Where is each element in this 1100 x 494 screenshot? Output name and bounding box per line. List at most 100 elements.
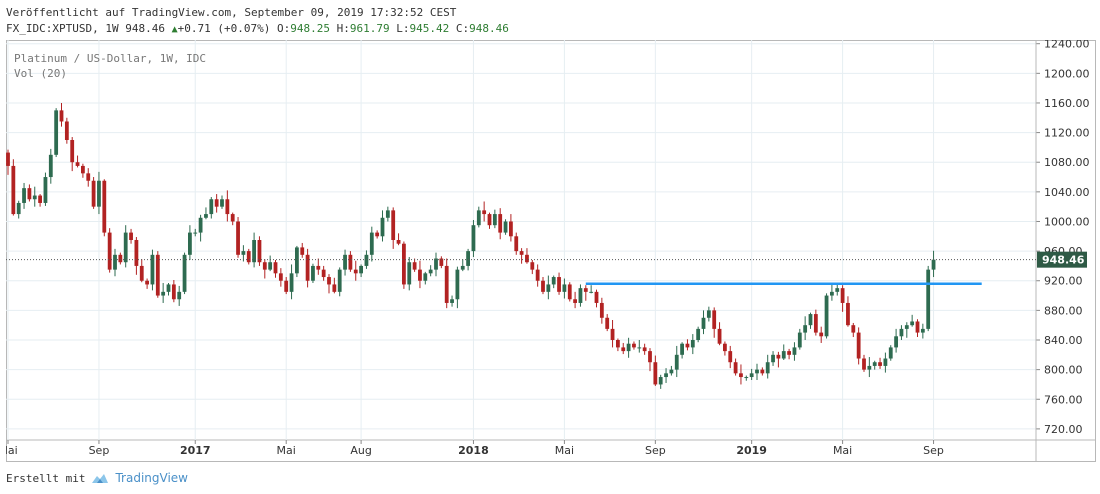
candle-body [872, 362, 877, 366]
candle-body [674, 354, 679, 370]
candle-body [744, 377, 749, 379]
candle-body [685, 343, 690, 348]
x-tick-label: Mai [833, 444, 852, 457]
candle-body [514, 236, 519, 252]
candle-body [327, 277, 331, 285]
candle-body [81, 165, 85, 174]
candle-body [364, 254, 369, 266]
candle-body [407, 262, 412, 285]
candle-body [113, 254, 117, 270]
candle-body [915, 321, 920, 333]
candle-body [252, 240, 256, 263]
candle-body [284, 280, 289, 292]
y-tick-label: 800.00 [1044, 364, 1083, 377]
footer-brand[interactable]: TradingView [115, 471, 188, 485]
candle-body [380, 217, 385, 237]
x-tick-label: 2018 [458, 444, 489, 457]
volume-legend: Vol (20) [14, 67, 67, 80]
candle-body [311, 265, 315, 281]
candle-body [492, 214, 497, 226]
candle-body [91, 180, 96, 207]
candle-body [230, 214, 235, 222]
candle-body [150, 254, 155, 285]
candle-body [375, 232, 380, 237]
candle-body [669, 369, 674, 374]
candle-body [878, 362, 882, 366]
candle-body [70, 140, 75, 163]
candle-body [894, 336, 898, 348]
candle-body [161, 291, 166, 296]
candle-body [621, 347, 626, 352]
candle-body [749, 373, 754, 378]
candle-body [450, 299, 454, 303]
candle-body [316, 265, 321, 270]
change-text: +0.71 (+0.07%) [177, 22, 271, 35]
candle-body [899, 328, 904, 337]
candle-body [840, 288, 845, 303]
candle-body [567, 284, 572, 300]
candle-body [862, 358, 866, 370]
candle-body [171, 284, 176, 300]
y-tick-label: 1120.00 [1044, 127, 1090, 140]
candle-body [808, 314, 813, 326]
x-tick-label: 2019 [736, 444, 767, 457]
candle-body [535, 269, 540, 281]
candle-body [455, 269, 460, 300]
open-value: 948.25 [290, 22, 330, 35]
candle-body [402, 243, 406, 285]
candle-body [867, 365, 872, 370]
candle-body [182, 254, 187, 292]
candle-body [830, 291, 834, 296]
candle-body [557, 277, 561, 292]
candle-body [220, 199, 224, 207]
low-label: L: [396, 22, 410, 35]
candle-body [803, 325, 808, 333]
x-tick-label: Aug [350, 444, 371, 457]
candle-body [519, 251, 524, 255]
high-label: H: [336, 22, 350, 35]
y-tick-label: 1040.00 [1044, 186, 1090, 199]
candle-body [38, 195, 42, 203]
last-price-label: 948.46 [1042, 254, 1085, 267]
candle-body [188, 232, 192, 255]
y-tick-label: 880.00 [1044, 304, 1083, 317]
candle-body [321, 269, 326, 278]
candle-body [653, 362, 658, 385]
candle-body [418, 269, 422, 281]
candle-body [102, 180, 107, 233]
candle-body [118, 254, 123, 263]
candle-body [48, 154, 53, 178]
candle-body [225, 199, 230, 215]
x-tick-label: Mai [277, 444, 296, 457]
candle-body [487, 214, 492, 226]
candle-body [434, 258, 438, 270]
candle-body [755, 369, 759, 374]
candle-body [107, 232, 112, 270]
open-label: O: [276, 22, 291, 35]
candle-body [204, 214, 208, 218]
candle-body [59, 110, 64, 122]
candle-body [198, 217, 203, 233]
candle-body [257, 240, 262, 263]
candle-body [54, 110, 59, 155]
candle-body [589, 291, 594, 293]
candle-body [391, 210, 396, 240]
candle-body [509, 221, 513, 237]
candle-body [428, 269, 433, 274]
candle-body [359, 265, 363, 274]
candle-body [423, 273, 428, 281]
price-chart[interactable]: 720.00760.00800.00840.00880.00920.00960.… [6, 40, 1096, 462]
candle-body [739, 373, 743, 378]
candle-body [680, 343, 684, 355]
candle-body [129, 232, 133, 240]
candle-body [776, 354, 781, 359]
candle-body [246, 251, 251, 263]
candle-body [819, 332, 824, 337]
candle-body [193, 232, 198, 234]
low-value: 945.42 [409, 22, 450, 35]
y-tick-label: 1200.00 [1044, 67, 1090, 80]
y-tick-label: 720.00 [1044, 423, 1083, 436]
series-legend: Platinum / US-Dollar, 1W, IDC [14, 52, 207, 65]
candle-body [813, 314, 818, 333]
candle-body [241, 251, 246, 255]
